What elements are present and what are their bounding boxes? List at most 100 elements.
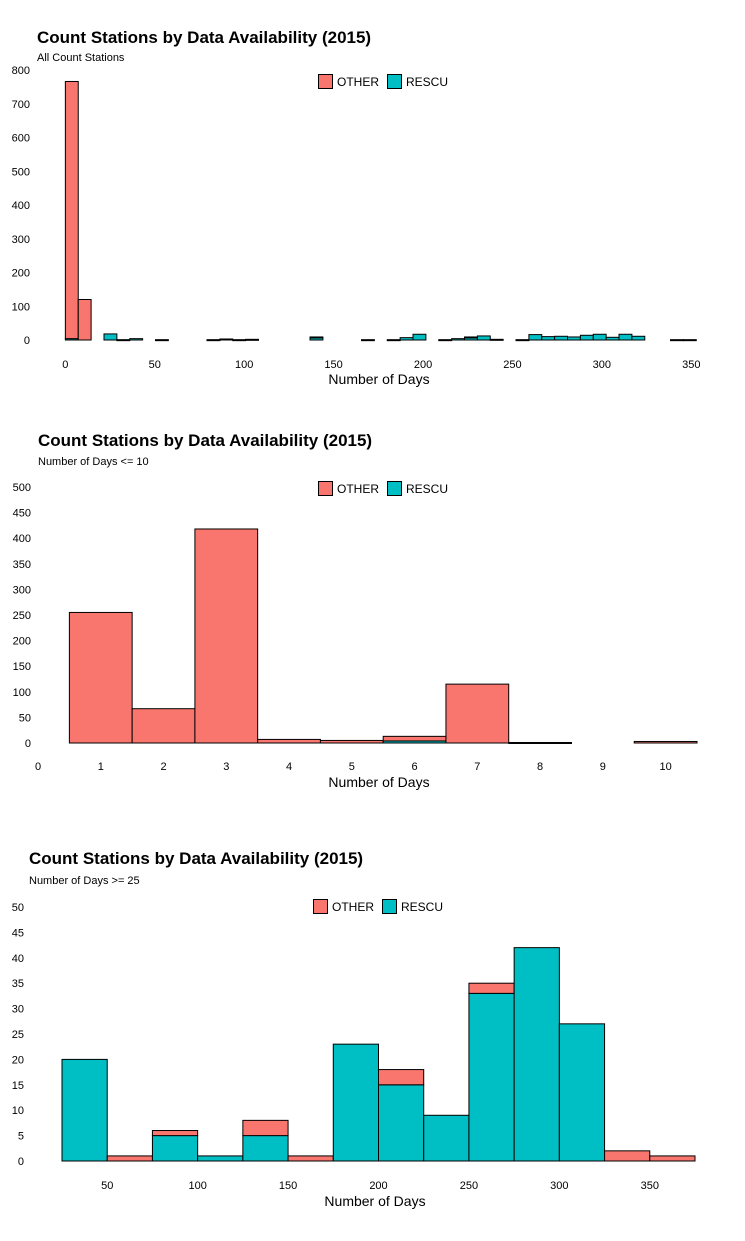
bar-other: [649, 1155, 696, 1162]
legend-swatch-rescu: [387, 74, 402, 89]
legend-label-other: OTHER: [332, 899, 374, 914]
y-tick-label: 35: [12, 978, 24, 990]
x-tick-label: 200: [414, 359, 432, 371]
y-tick-label: 50: [12, 902, 24, 914]
x-tick-label: 350: [641, 1180, 659, 1192]
x-tick-label: 100: [188, 1180, 206, 1192]
legend-item-other: OTHER: [313, 899, 374, 914]
legend-item-other: OTHER: [318, 74, 379, 89]
y-tick-label: 500: [12, 166, 30, 178]
bar-rescu: [489, 338, 504, 341]
bar-rescu: [618, 333, 633, 341]
bar-other: [131, 708, 196, 744]
chart-legend: OTHER RESCU: [318, 74, 456, 89]
legend-label-rescu: RESCU: [401, 899, 444, 914]
x-axis-label: Number of Days: [324, 1193, 425, 1209]
y-tick-label: 450: [13, 508, 31, 520]
x-tick-label: 50: [101, 1180, 113, 1192]
bar-rescu: [378, 1084, 425, 1162]
y-tick-label: 100: [12, 301, 30, 313]
bar-rescu: [451, 338, 466, 341]
bar-other: [464, 336, 478, 339]
bar-rescu: [103, 333, 118, 341]
bar-rescu: [219, 338, 234, 341]
x-tick-label: 2: [160, 761, 166, 773]
bar-other: [77, 299, 92, 341]
x-tick-label: 300: [593, 359, 611, 371]
x-tick-label: 0: [35, 761, 41, 773]
chart-panel-all: Count Stations by Data Availability (201…: [0, 0, 745, 400]
bar-rescu: [541, 336, 556, 341]
y-tick-label: 10: [12, 1105, 24, 1117]
legend-label-rescu: RESCU: [406, 481, 449, 496]
x-axis-label: Number of Days: [328, 774, 429, 790]
legend-swatch-other: [313, 899, 328, 914]
legend-swatch-other: [318, 74, 333, 89]
bar-other: [382, 735, 447, 742]
y-tick-label: 300: [12, 234, 30, 246]
y-tick-label: 50: [19, 712, 31, 724]
x-tick-label: 10: [659, 761, 671, 773]
y-tick-label: 700: [12, 99, 30, 111]
legend-label-other: OTHER: [337, 74, 379, 89]
bar-rescu: [116, 339, 131, 342]
bar-rescu: [361, 339, 375, 342]
bar-other: [106, 1155, 153, 1162]
bar-rescu: [682, 339, 697, 342]
x-tick-label: 5: [349, 761, 355, 773]
bar-other: [633, 740, 698, 744]
y-tick-label: 0: [18, 1156, 24, 1168]
bar-rescu: [513, 947, 560, 1162]
chart-legend: OTHER RESCU: [318, 481, 456, 496]
histogram-all: 0 100 200 300 400 500 600 700 800 0 50 100 150 200 250…: [12, 65, 701, 387]
y-tick-label: 45: [12, 927, 24, 939]
x-tick-label: 1: [98, 761, 104, 773]
bar-rescu: [605, 336, 620, 341]
x-tick-label: 7: [474, 761, 480, 773]
legend-swatch-rescu: [382, 899, 397, 914]
bar-rescu: [332, 1043, 379, 1162]
chart-title: Count Stations by Data Availability (201…: [37, 28, 372, 47]
bar-rescu: [528, 334, 543, 341]
bar-rescu: [399, 337, 414, 341]
y-tick-label: 600: [12, 133, 30, 145]
bar-rescu: [206, 339, 221, 342]
x-tick-label: 100: [235, 359, 253, 371]
y-tick-label: 100: [13, 687, 31, 699]
bar-rescu: [242, 1135, 289, 1162]
bar-rescu: [386, 339, 401, 342]
bar-rescu: [423, 1114, 470, 1162]
y-tick-label: 800: [12, 65, 30, 77]
bar-rescu: [412, 333, 427, 341]
y-tick-label: 300: [13, 584, 31, 596]
bar-other: [151, 1130, 199, 1137]
bar-other: [309, 336, 324, 339]
chart-legend: OTHER RESCU: [313, 899, 451, 914]
x-axis-label: Number of Days: [328, 371, 429, 387]
bar-other: [64, 80, 79, 340]
bar-rescu: [245, 338, 260, 341]
y-tick-label: 350: [13, 559, 31, 571]
bar-rescu: [631, 335, 646, 341]
x-tick-label: 300: [550, 1180, 568, 1192]
bar-rescu: [567, 336, 581, 341]
chart-panel-le10: Count Stations by Data Availability (201…: [0, 400, 745, 820]
bar-rescu: [61, 1058, 108, 1162]
x-tick-label: 250: [503, 359, 521, 371]
bar-rescu: [154, 339, 169, 342]
legend-label-rescu: RESCU: [406, 74, 449, 89]
x-tick-label: 150: [279, 1180, 297, 1192]
y-tick-label: 20: [12, 1054, 24, 1066]
legend-item-rescu: RESCU: [382, 899, 443, 914]
bar-other: [378, 1069, 425, 1086]
bar-other: [468, 982, 515, 994]
bar-other: [194, 528, 259, 744]
x-tick-label: 6: [412, 761, 418, 773]
bar-rescu: [438, 339, 453, 342]
legend-label-other: OTHER: [337, 481, 379, 496]
bar-rescu: [476, 335, 491, 341]
legend-item-rescu: RESCU: [387, 481, 448, 496]
y-tick-label: 150: [13, 661, 31, 673]
bar-rescu: [579, 334, 594, 341]
legend-item-rescu: RESCU: [387, 74, 448, 89]
